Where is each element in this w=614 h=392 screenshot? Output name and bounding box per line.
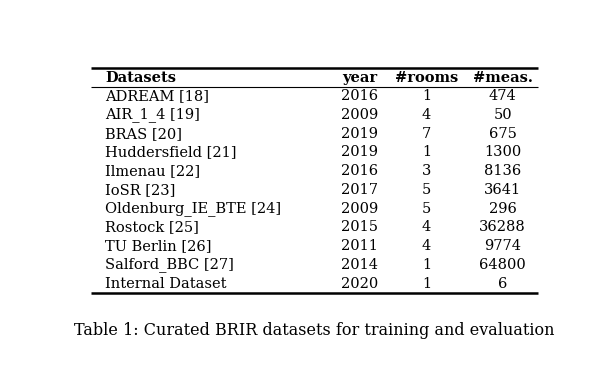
Text: 2016: 2016	[341, 89, 378, 103]
Text: #meas.: #meas.	[473, 71, 532, 85]
Text: 8136: 8136	[484, 164, 521, 178]
Text: 1300: 1300	[484, 145, 521, 160]
Text: Salford_BBC [27]: Salford_BBC [27]	[106, 258, 234, 272]
Text: ADREAM [18]: ADREAM [18]	[106, 89, 209, 103]
Text: 4: 4	[422, 239, 431, 253]
Text: Table 1: Curated BRIR datasets for training and evaluation: Table 1: Curated BRIR datasets for train…	[74, 322, 555, 339]
Text: 2011: 2011	[341, 239, 378, 253]
Text: 5: 5	[422, 202, 431, 216]
Text: 2016: 2016	[341, 164, 378, 178]
Text: 64800: 64800	[480, 258, 526, 272]
Text: 2017: 2017	[341, 183, 378, 197]
Text: 9774: 9774	[484, 239, 521, 253]
Text: Internal Dataset: Internal Dataset	[106, 277, 227, 291]
Text: Datasets: Datasets	[106, 71, 176, 85]
Text: 2015: 2015	[341, 220, 378, 234]
Text: Oldenburg_IE_BTE [24]: Oldenburg_IE_BTE [24]	[106, 201, 281, 216]
Text: Rostock [25]: Rostock [25]	[106, 220, 199, 234]
Text: 3641: 3641	[484, 183, 521, 197]
Text: BRAS [20]: BRAS [20]	[106, 127, 182, 141]
Text: 50: 50	[493, 108, 512, 122]
Text: 36288: 36288	[480, 220, 526, 234]
Text: 2020: 2020	[341, 277, 378, 291]
Text: year: year	[343, 71, 378, 85]
Text: 296: 296	[489, 202, 516, 216]
Text: 2019: 2019	[341, 145, 378, 160]
Text: 2019: 2019	[341, 127, 378, 141]
Text: 3: 3	[422, 164, 431, 178]
Text: 7: 7	[422, 127, 431, 141]
Text: TU Berlin [26]: TU Berlin [26]	[106, 239, 212, 253]
Text: 1: 1	[422, 277, 431, 291]
Text: AIR_1_4 [19]: AIR_1_4 [19]	[106, 107, 200, 122]
Text: 2009: 2009	[341, 202, 378, 216]
Text: 6: 6	[498, 277, 507, 291]
Text: 4: 4	[422, 108, 431, 122]
Text: 474: 474	[489, 89, 516, 103]
Text: 1: 1	[422, 89, 431, 103]
Text: Ilmenau [22]: Ilmenau [22]	[106, 164, 200, 178]
Text: 1: 1	[422, 145, 431, 160]
Text: Huddersfield [21]: Huddersfield [21]	[106, 145, 237, 160]
Text: 1: 1	[422, 258, 431, 272]
Text: IoSR [23]: IoSR [23]	[106, 183, 176, 197]
Text: 5: 5	[422, 183, 431, 197]
Text: 675: 675	[489, 127, 516, 141]
Text: 2014: 2014	[341, 258, 378, 272]
Text: #rooms: #rooms	[395, 71, 458, 85]
Text: 4: 4	[422, 220, 431, 234]
Text: 2009: 2009	[341, 108, 378, 122]
